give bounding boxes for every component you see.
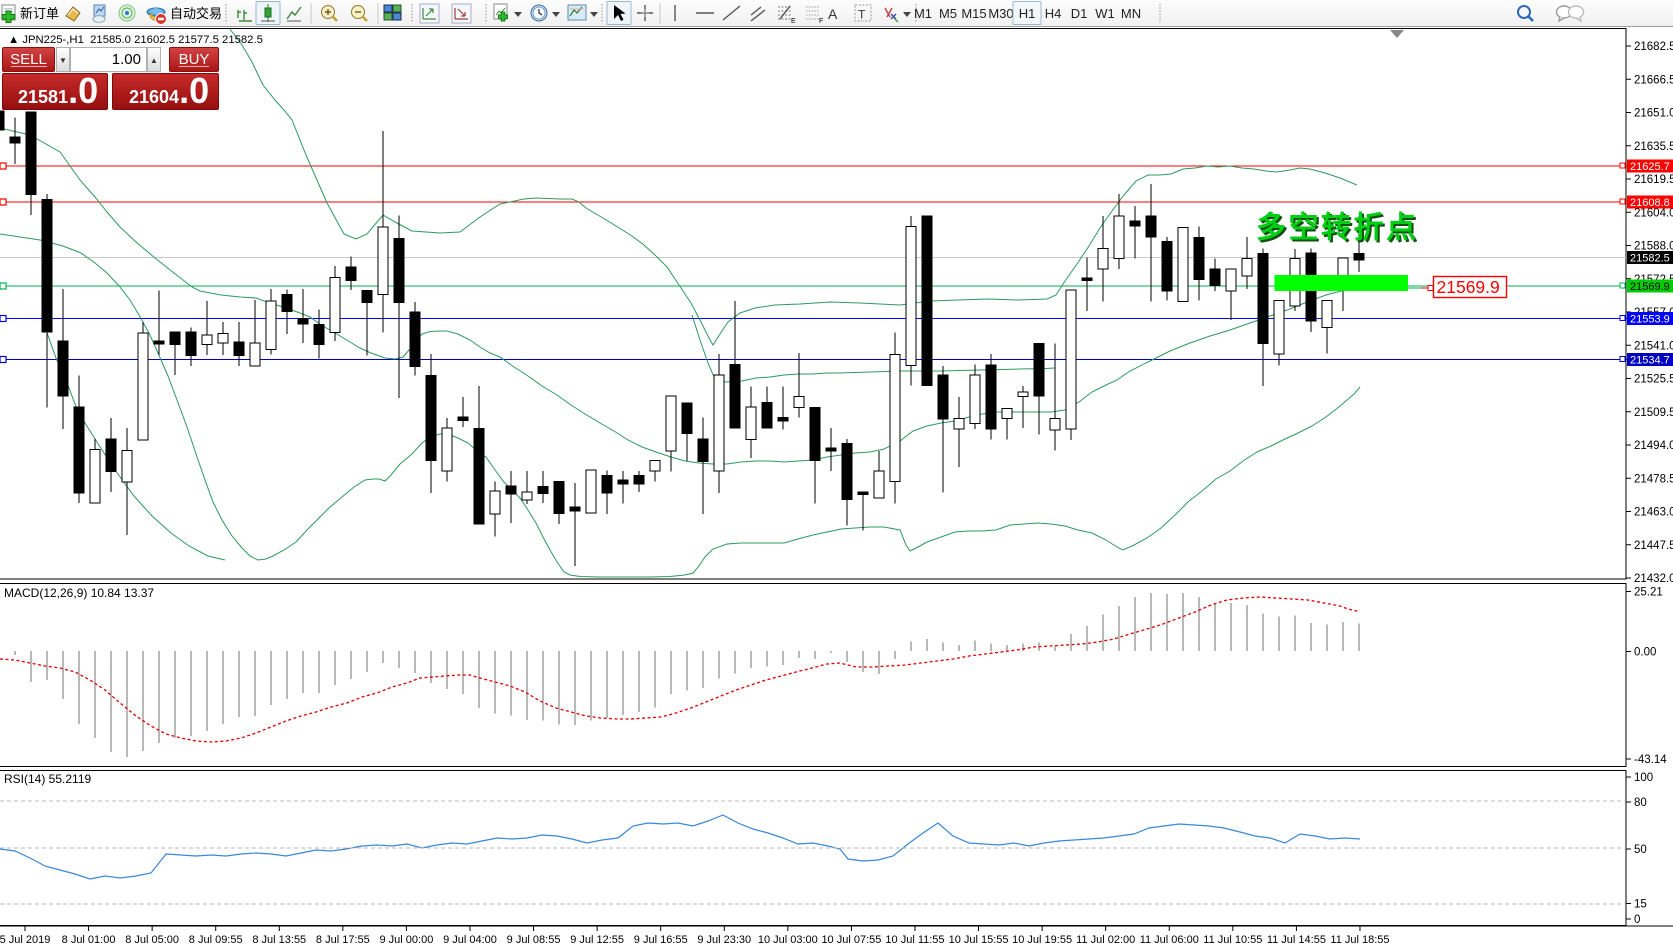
svg-text:21582.5: 21582.5 (1630, 253, 1670, 265)
svg-text:9 Jul 12:55: 9 Jul 12:55 (570, 934, 624, 946)
svg-text:10 Jul 19:55: 10 Jul 19:55 (1012, 934, 1072, 946)
svg-text:11 Jul 02:00: 11 Jul 02:00 (1076, 934, 1135, 946)
svg-text:21463.0: 21463.0 (1634, 507, 1673, 519)
svg-text:8 Jul 09:55: 8 Jul 09:55 (189, 934, 243, 946)
svg-text:8 Jul 13:55: 8 Jul 13:55 (252, 934, 306, 946)
svg-text:11 Jul 10:55: 11 Jul 10:55 (1203, 934, 1262, 946)
svg-text:多空转折点: 多空转折点 (1256, 212, 1419, 245)
svg-text:21651.0: 21651.0 (1634, 108, 1673, 120)
svg-text:8 Jul 01:00: 8 Jul 01:00 (62, 934, 116, 946)
svg-text:21432.0: 21432.0 (1634, 573, 1673, 585)
svg-text:W1: W1 (1095, 6, 1115, 21)
svg-text:8 Jul 17:55: 8 Jul 17:55 (316, 934, 370, 946)
svg-text:11 Jul 06:00: 11 Jul 06:00 (1140, 934, 1199, 946)
svg-text:▲ JPN225-,H1 21585.0 21602.5: ▲ JPN225-,H1 21585.0 21602.5 21577.5 215… (8, 34, 263, 46)
svg-text:E: E (791, 18, 796, 25)
svg-text:21525.5: 21525.5 (1634, 374, 1673, 386)
svg-text:21478.5: 21478.5 (1634, 473, 1673, 485)
svg-text:50: 50 (1634, 844, 1647, 856)
svg-text:21509.5: 21509.5 (1634, 407, 1673, 419)
svg-text:21666.5: 21666.5 (1634, 74, 1673, 86)
svg-text:M15: M15 (961, 6, 986, 21)
svg-text:11 Jul 18:55: 11 Jul 18:55 (1330, 934, 1389, 946)
svg-text:80: 80 (1634, 797, 1647, 809)
svg-text:F: F (819, 18, 823, 25)
svg-text:M30: M30 (988, 6, 1013, 21)
svg-text:10 Jul 07:55: 10 Jul 07:55 (821, 934, 881, 946)
svg-text:自动交易: 自动交易 (170, 6, 222, 21)
svg-text:21553.9: 21553.9 (1630, 314, 1670, 326)
svg-text:H4: H4 (1045, 6, 1062, 21)
svg-text:多空转折点: 多空转折点 (1258, 214, 1421, 247)
svg-text:-43.14: -43.14 (1634, 754, 1667, 766)
svg-text:MN: MN (1121, 6, 1141, 21)
svg-text:21569.9: 21569.9 (1630, 281, 1670, 293)
svg-text:25.21: 25.21 (1634, 587, 1663, 599)
svg-text:21619.5: 21619.5 (1634, 174, 1673, 186)
svg-text:9 Jul 08:55: 9 Jul 08:55 (507, 934, 561, 946)
svg-text:T: T (858, 8, 866, 22)
svg-text:21635.5: 21635.5 (1634, 141, 1673, 153)
svg-text:RSI(14) 55.2119: RSI(14) 55.2119 (4, 772, 91, 786)
svg-text:0.00: 0.00 (1634, 647, 1656, 659)
svg-text:A: A (828, 6, 838, 22)
svg-text:9 Jul 16:55: 9 Jul 16:55 (634, 934, 688, 946)
svg-text:10 Jul 03:00: 10 Jul 03:00 (758, 934, 818, 946)
svg-text:21604.0: 21604.0 (1634, 207, 1673, 219)
svg-text:21625.7: 21625.7 (1630, 161, 1670, 173)
svg-text:21541.0: 21541.0 (1634, 340, 1673, 352)
svg-text:8 Jul 05:00: 8 Jul 05:00 (125, 934, 179, 946)
svg-text:10 Jul 15:55: 10 Jul 15:55 (949, 934, 1009, 946)
svg-text:21534.7: 21534.7 (1630, 355, 1670, 367)
svg-text:10 Jul 11:55: 10 Jul 11:55 (885, 934, 944, 946)
svg-text:9 Jul 00:00: 9 Jul 00:00 (380, 934, 434, 946)
svg-text:M1: M1 (914, 6, 932, 21)
svg-text:9 Jul 23:30: 9 Jul 23:30 (697, 934, 751, 946)
svg-text:100: 100 (1634, 772, 1653, 784)
svg-text:21494.0: 21494.0 (1634, 440, 1673, 452)
svg-text:新订单: 新订单 (20, 6, 59, 21)
svg-text:D1: D1 (1071, 6, 1088, 21)
svg-text:5 Jul 2019: 5 Jul 2019 (0, 934, 50, 946)
svg-text:21447.5: 21447.5 (1634, 540, 1673, 552)
svg-text:0: 0 (1634, 914, 1640, 926)
svg-text:15: 15 (1634, 899, 1647, 911)
svg-text:MACD(12,26,9) 10.84 13.37: MACD(12,26,9) 10.84 13.37 (4, 586, 154, 600)
svg-text:M5: M5 (939, 6, 957, 21)
svg-text:21588.0: 21588.0 (1634, 241, 1673, 253)
svg-text:11 Jul 14:55: 11 Jul 14:55 (1267, 934, 1326, 946)
svg-text:9 Jul 04:00: 9 Jul 04:00 (443, 934, 497, 946)
svg-text:21569.9: 21569.9 (1437, 277, 1500, 297)
svg-text:21608.8: 21608.8 (1630, 197, 1670, 209)
svg-text:H1: H1 (1019, 6, 1036, 21)
svg-text:21682.5: 21682.5 (1634, 41, 1673, 53)
